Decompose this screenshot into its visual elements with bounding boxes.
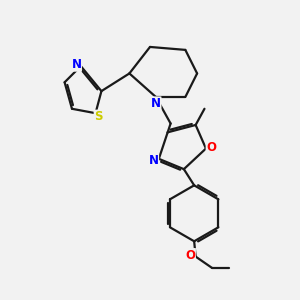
Text: N: N: [151, 97, 161, 110]
Text: N: N: [71, 58, 81, 71]
Text: O: O: [185, 249, 195, 262]
Text: O: O: [206, 141, 216, 154]
Text: N: N: [148, 154, 158, 167]
Text: S: S: [94, 110, 103, 123]
